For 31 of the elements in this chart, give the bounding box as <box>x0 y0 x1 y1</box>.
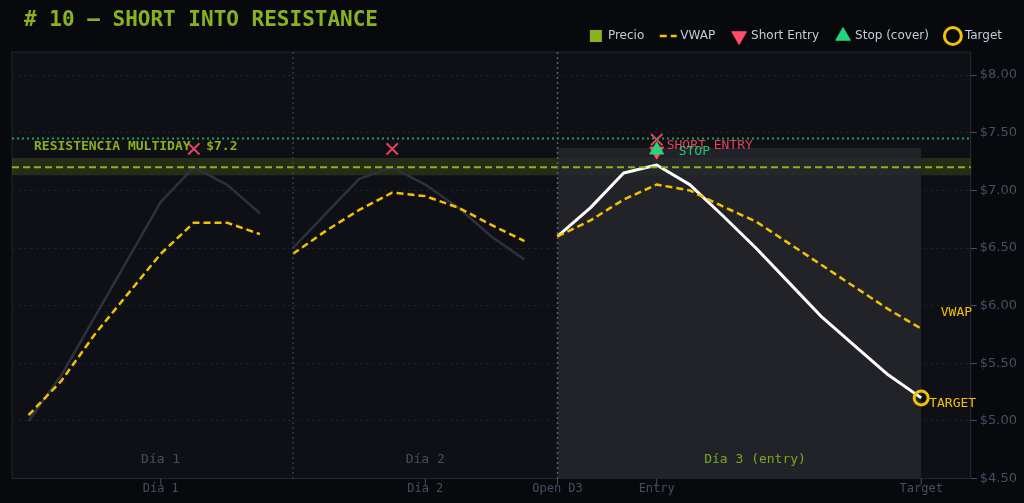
point <box>912 389 930 407</box>
annotation: TARGET <box>929 395 977 411</box>
legend-label: Stop (cover) <box>855 28 929 43</box>
x-tick-label: Entry <box>638 480 675 495</box>
legend-label: Short Entry <box>751 28 820 43</box>
y-tick-label: $6.00 <box>979 297 1017 313</box>
x-tick-label: Día 1 <box>142 480 179 495</box>
point <box>650 132 664 147</box>
annotation: Día 3 (entry) <box>704 450 806 466</box>
annotation: Día 1 <box>141 450 181 466</box>
legend-label: VWAP <box>680 28 716 43</box>
y-tick-label: $7.50 <box>979 124 1017 140</box>
ref-line-label: RESISTENCIA MULTIDAY $7.2 <box>34 138 238 154</box>
annotation: VWAP <box>940 303 973 319</box>
legend-label: Target <box>963 28 1003 43</box>
line-series <box>27 221 262 417</box>
y-tick-label: $5.00 <box>979 412 1017 428</box>
line-series <box>291 191 526 256</box>
legend-label: Precio <box>607 28 645 43</box>
x-tick-label: Día 2 <box>407 480 444 495</box>
x-tick-label: Target <box>899 480 943 495</box>
y-tick-label: $5.50 <box>979 354 1017 370</box>
x-tick-label: Open D3 <box>532 480 583 495</box>
line-series <box>556 183 923 330</box>
chart-title: # 10 — SHORT INTO RESISTANCE <box>24 7 379 32</box>
point <box>385 142 399 156</box>
y-tick-label: $8.00 <box>979 66 1017 82</box>
annotation: Día 2 <box>405 450 445 466</box>
y-tick-label: $6.50 <box>979 239 1017 255</box>
y-tick-label: $4.50 <box>979 469 1017 485</box>
y-tick-label: $7.00 <box>979 181 1017 197</box>
